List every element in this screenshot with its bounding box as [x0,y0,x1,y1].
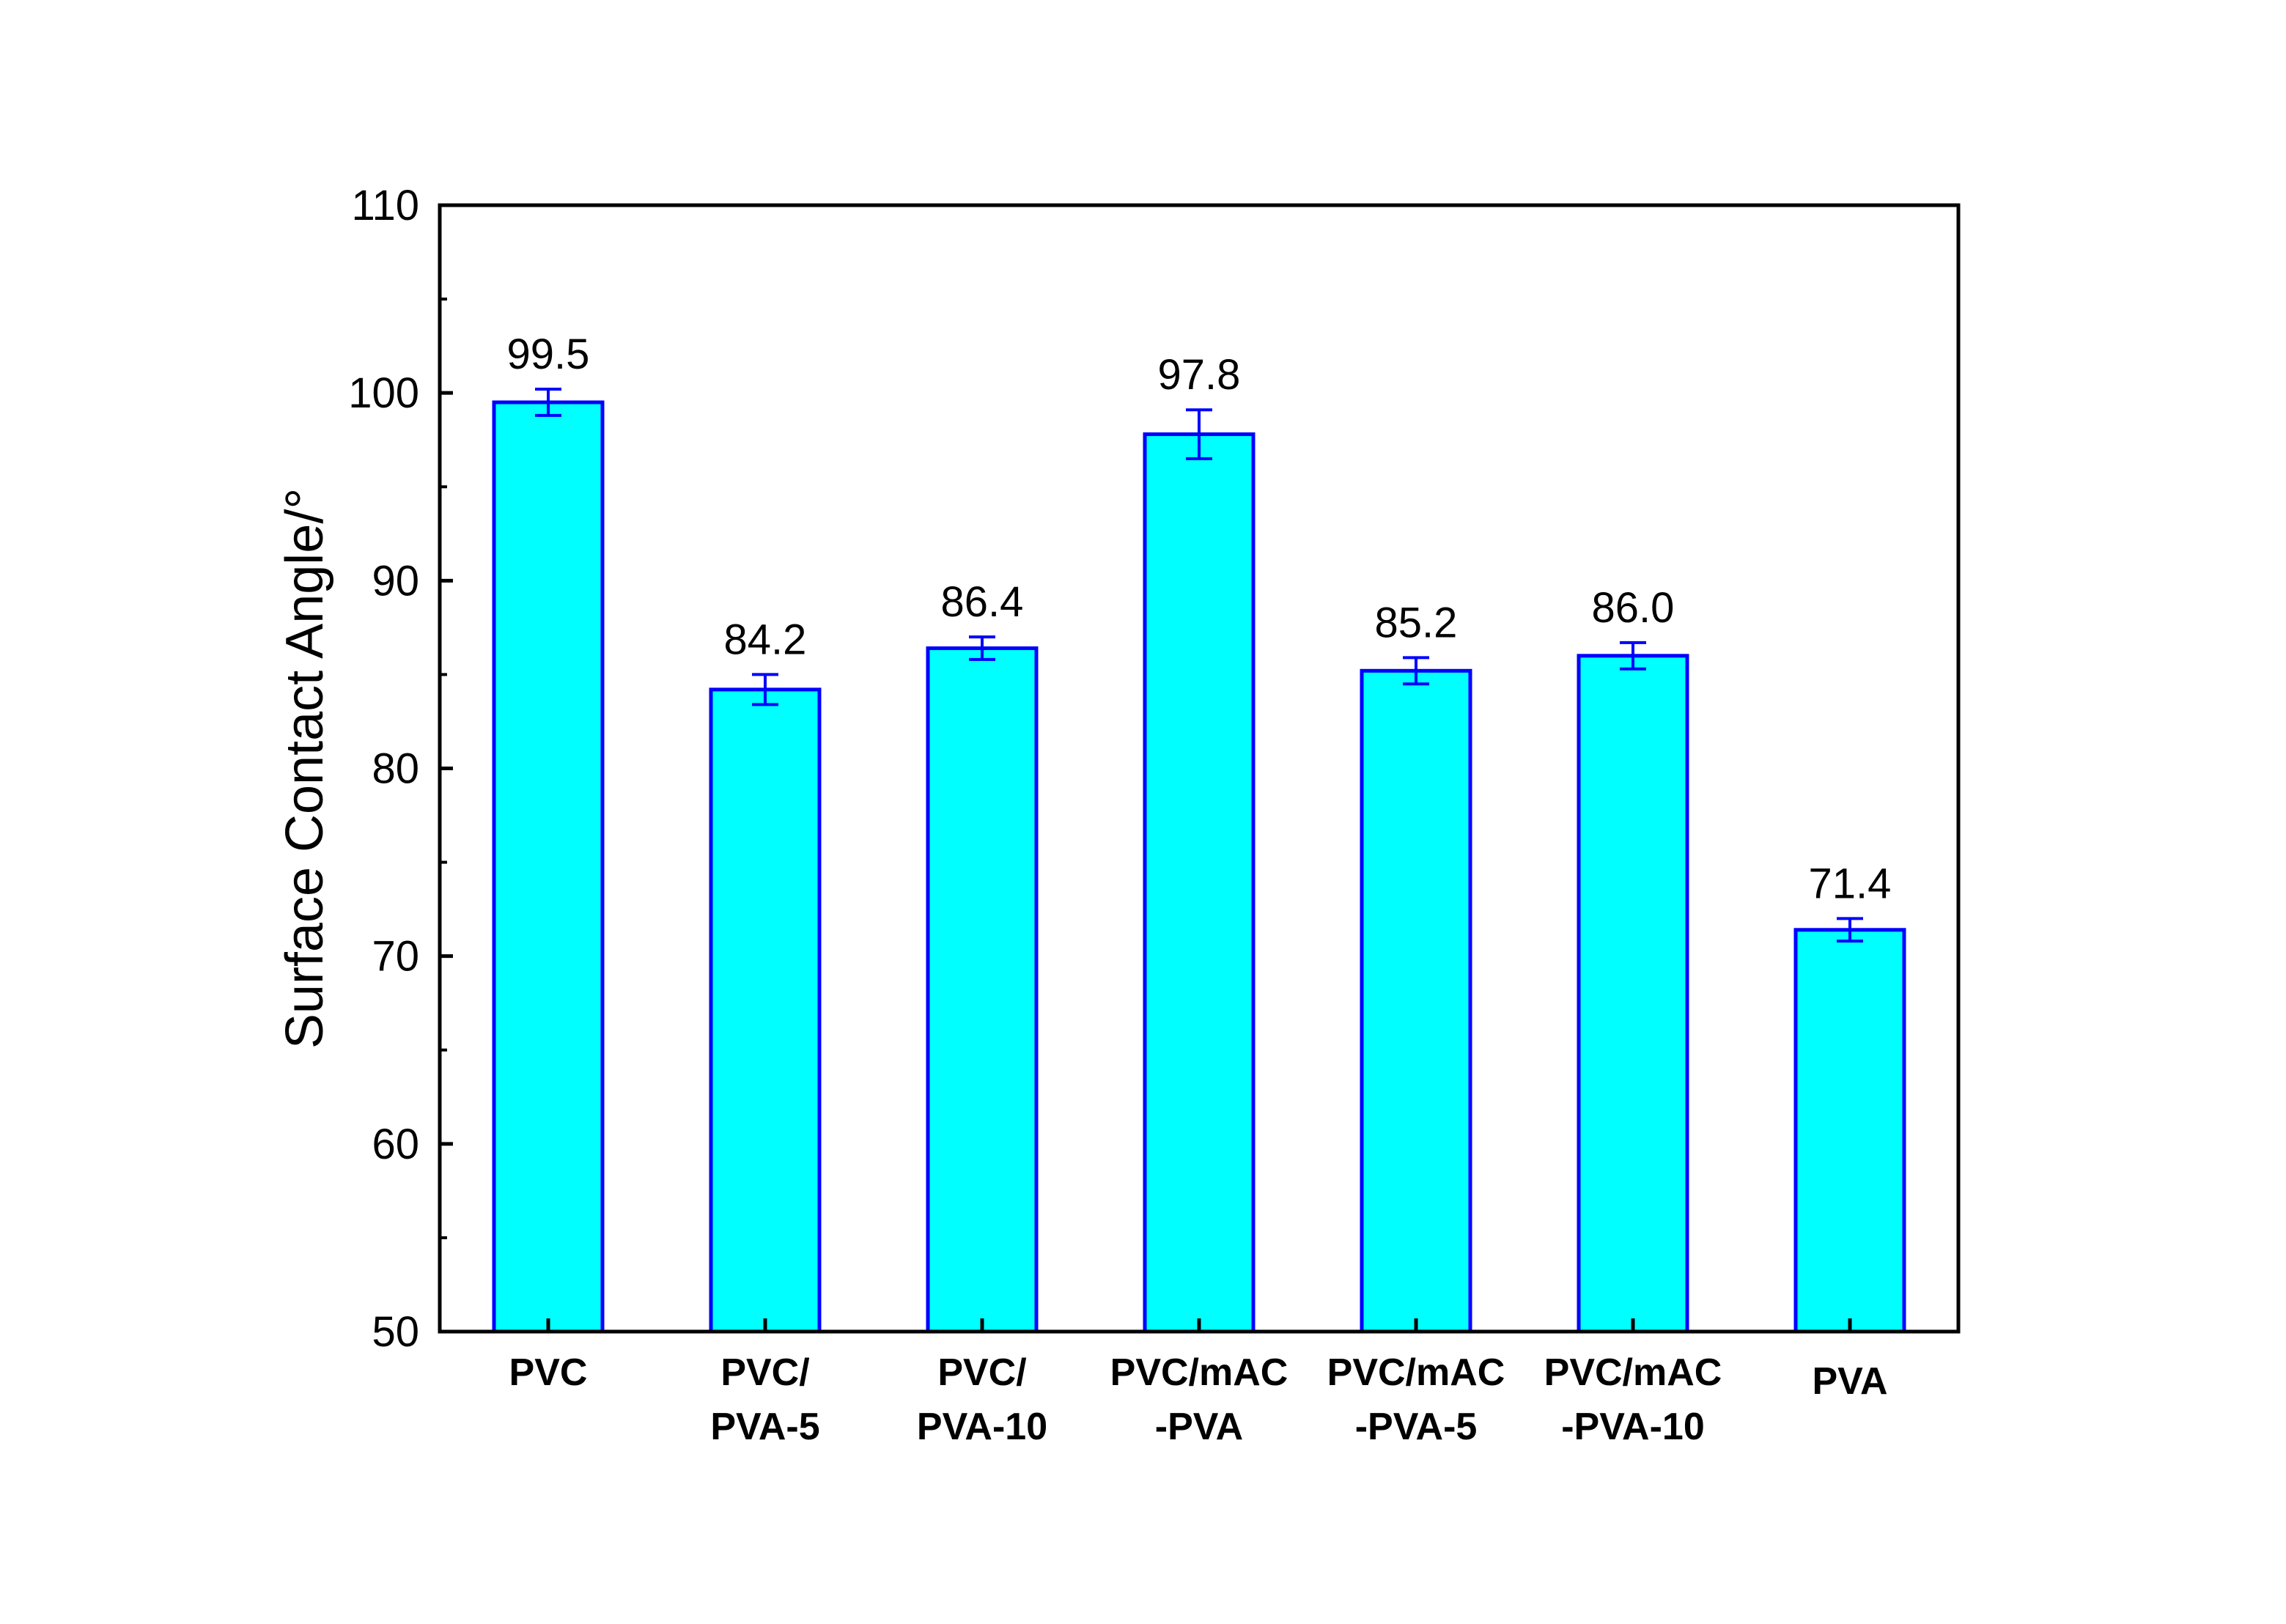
category-label-5-1: -PVA-10 [1561,1406,1705,1448]
bar-4 [1360,668,1472,1334]
category-label-3-1: -PVA [1155,1406,1243,1448]
value-label-2: 86.4 [941,578,1024,626]
y-tick-label-3: 80 [372,745,419,793]
y-tick-label-1: 60 [372,1121,419,1168]
y-tick-label-4: 90 [372,557,419,605]
y-tick-label-5: 100 [348,369,419,417]
category-label-1-0: PVC/ [720,1351,809,1394]
value-label-3: 97.8 [1158,351,1241,399]
category-label-4-0: PVC/mAC [1327,1351,1505,1394]
bar-0 [492,400,605,1334]
category-label-2-1: PVA-10 [917,1406,1047,1448]
bar-2 [926,646,1039,1334]
category-label-5-0: PVC/mAC [1544,1351,1722,1394]
category-label-1-1: PVA-5 [710,1406,819,1448]
category-label-2-0: PVC/ [937,1351,1026,1394]
value-label-6: 71.4 [1809,860,1892,907]
bar-1 [709,687,822,1334]
bars-layer [492,400,1906,1334]
y-tick-label-0: 50 [372,1308,419,1356]
category-label-3-0: PVC/mAC [1110,1351,1288,1394]
axes-layer [438,203,1961,1334]
y-axis-title: Surface Contact Angle/° [276,488,334,1049]
value-label-0: 99.5 [507,331,590,378]
error-bars-layer [535,388,1863,943]
category-label-6-0: PVA [1812,1360,1887,1403]
bar-6 [1793,928,1906,1334]
y-tick-label-6: 110 [352,182,419,229]
category-label-4-1: -PVA-5 [1355,1406,1478,1448]
labels-layer: 99.5 PVC 84.2 PVC/PVA-5 86.4 PVC/PVA-10 97.8 PV… [276,182,1891,1448]
value-label-1: 84.2 [724,616,807,663]
value-label-5: 86.0 [1592,584,1675,632]
category-label-0-0: PVC [509,1351,588,1394]
bar-5 [1577,654,1689,1334]
bar-3 [1143,432,1256,1334]
y-tick-label-2: 70 [372,933,419,981]
value-label-4: 85.2 [1375,599,1458,646]
